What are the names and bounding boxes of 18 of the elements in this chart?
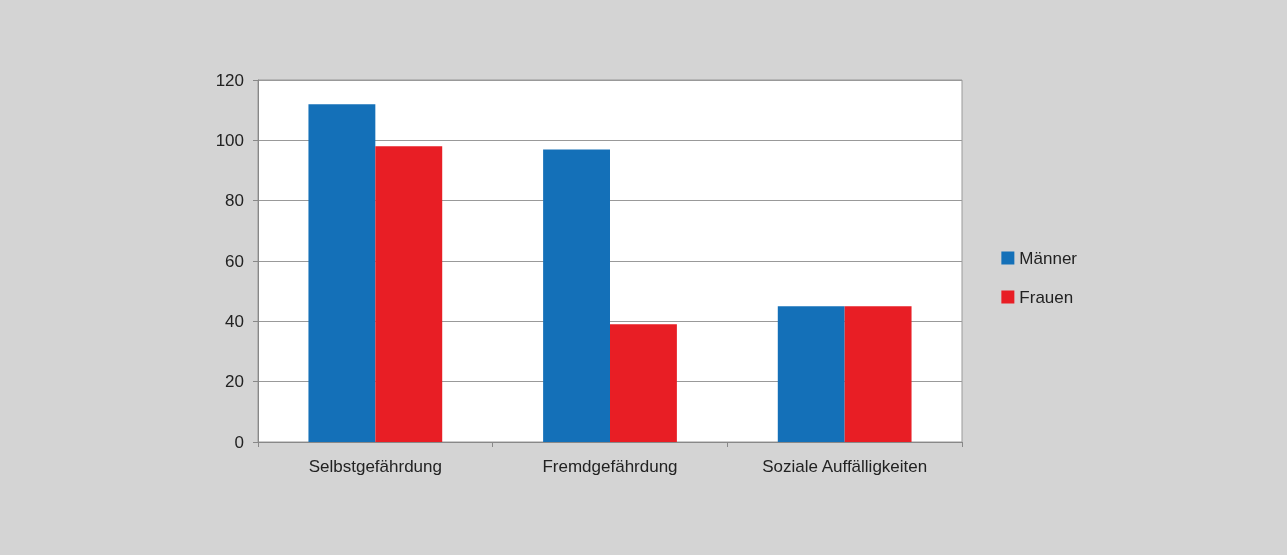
y-tick-label: 60 [225,251,244,271]
y-tick-label: 100 [215,130,244,150]
bar [308,104,376,442]
y-tick-label: 80 [225,191,244,211]
x-tick-label: Selbstgefährdung [308,457,442,476]
bar [610,324,677,442]
bar [844,306,912,442]
bar [543,149,610,442]
x-tick-label: Soziale Auffälligkeiten [762,457,928,476]
y-tick-label: 120 [215,70,244,90]
bar [777,306,845,442]
bar [375,146,443,442]
y-tick-label: 40 [225,311,244,331]
legend-label: Frauen [1019,287,1074,307]
y-tick-label: 20 [225,372,244,392]
y-tick-label: 0 [234,432,244,452]
legend-label: Männer [1019,248,1078,268]
x-tick-label: Fremdgefährdung [542,457,678,476]
